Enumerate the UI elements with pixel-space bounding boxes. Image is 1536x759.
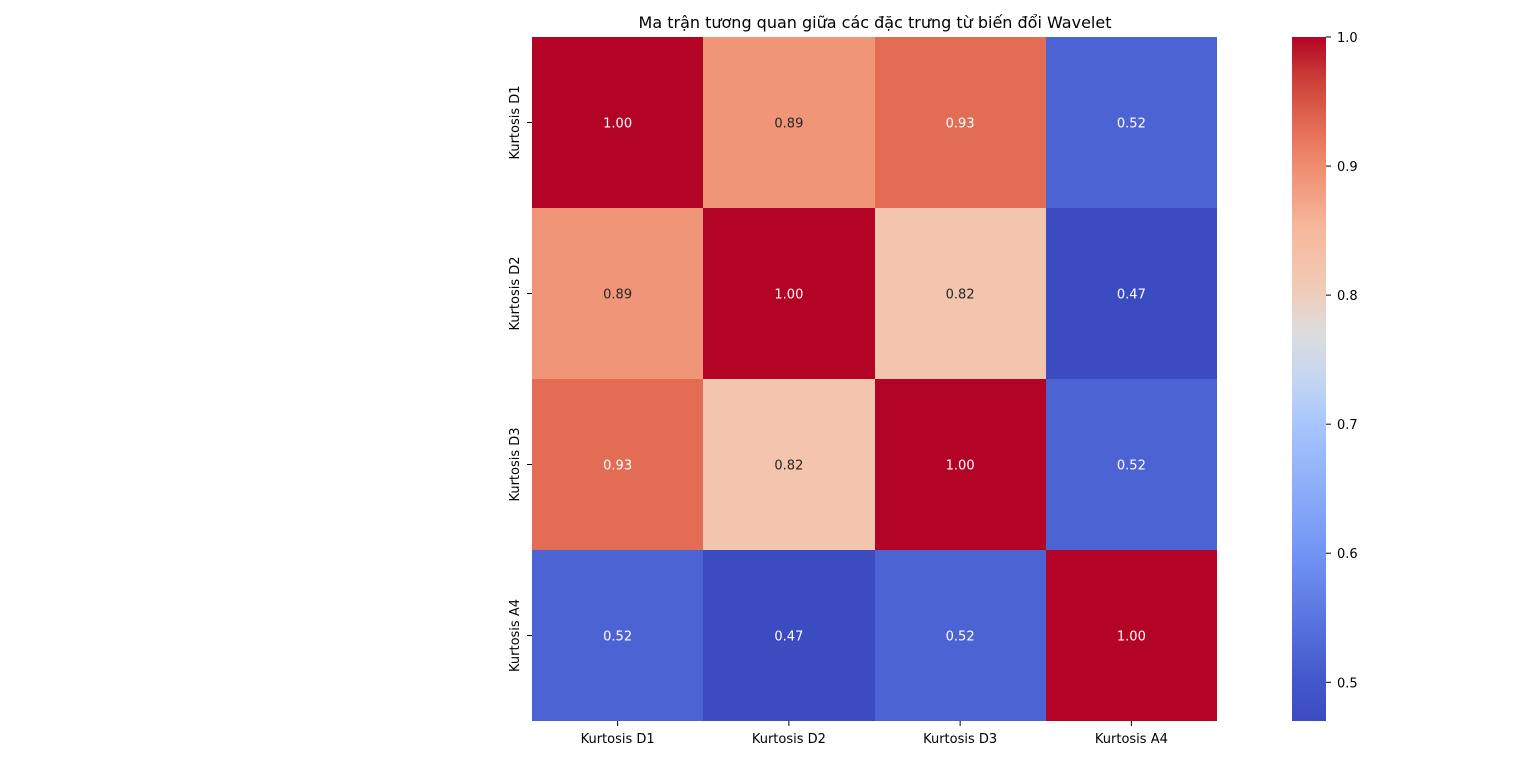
x-axis: Kurtosis D1 Kurtosis D2 Kurtosis D3 Kurtosi… [581, 721, 1168, 747]
colorbar-gradient [1292, 37, 1326, 721]
heatmap-cell [1046, 379, 1217, 550]
cell-value-label: 1.00 [603, 117, 632, 132]
heatmap-cell [703, 37, 875, 208]
heatmap-cell [1046, 550, 1217, 721]
cell-value-labels: 1.00 0.89 0.93 0.52 0.89 1.00 0.82 0.47 0.93 0.82… [603, 117, 1146, 645]
chart-title: Ma trận tương quan giữa các đặc trưng từ… [639, 13, 1112, 32]
heatmap-cell [703, 379, 875, 550]
x-tick-label: Kurtosis D2 [752, 732, 826, 747]
y-tick-label: Kurtosis D2 [508, 256, 523, 330]
colorbar-tick-label: 0.9 [1337, 160, 1358, 175]
cell-value-label: 0.47 [774, 630, 803, 645]
colorbar-tick-label: 0.6 [1337, 547, 1358, 562]
heatmap-cell [532, 550, 703, 721]
cell-value-label: 1.00 [1117, 630, 1146, 645]
cell-value-label: 1.00 [774, 288, 803, 303]
colorbar-ticks: 0.5 0.6 0.7 0.8 0.9 1.0 [1326, 31, 1358, 691]
cell-value-label: 0.89 [603, 288, 632, 303]
cell-value-label: 0.89 [774, 117, 803, 132]
cell-value-label: 0.52 [603, 630, 632, 645]
y-tick-label: Kurtosis A4 [508, 599, 523, 672]
y-tick-label: Kurtosis D1 [508, 85, 523, 159]
y-tick-label: Kurtosis D3 [508, 427, 523, 501]
cell-value-label: 1.00 [946, 459, 975, 474]
heatmap-cell [532, 37, 703, 208]
heatmap-cell [875, 550, 1046, 721]
cell-value-label: 0.52 [1117, 117, 1146, 132]
heatmap-cell [532, 379, 703, 550]
heatmap-cell [875, 37, 1046, 208]
colorbar-tick-label: 1.0 [1337, 31, 1358, 46]
heatmap-cell [532, 208, 703, 379]
x-tick-label: Kurtosis A4 [1095, 732, 1168, 747]
colorbar-tick-label: 0.8 [1337, 289, 1358, 304]
cell-value-label: 0.82 [774, 459, 803, 474]
colorbar [1292, 37, 1326, 721]
y-axis: Kurtosis D1 Kurtosis D2 Kurtosis D3 Kurtosi… [508, 85, 532, 672]
heatmap-cell [1046, 208, 1217, 379]
cell-value-label: 0.52 [946, 630, 975, 645]
heatmap-cell [1046, 37, 1217, 208]
heatmap-cells [532, 37, 1217, 721]
colorbar-tick-label: 0.5 [1337, 676, 1358, 691]
cell-value-label: 0.93 [603, 459, 632, 474]
heatmap-cell [875, 208, 1046, 379]
colorbar-tick-label: 0.7 [1337, 418, 1358, 433]
cell-value-label: 0.47 [1117, 288, 1146, 303]
cell-value-label: 0.82 [946, 288, 975, 303]
heatmap-cell [703, 208, 875, 379]
cell-value-label: 0.52 [1117, 459, 1146, 474]
x-tick-label: Kurtosis D1 [581, 732, 655, 747]
x-tick-label: Kurtosis D3 [923, 732, 997, 747]
cell-value-label: 0.93 [946, 117, 975, 132]
heatmap-cell [703, 550, 875, 721]
heatmap-cell [875, 379, 1046, 550]
